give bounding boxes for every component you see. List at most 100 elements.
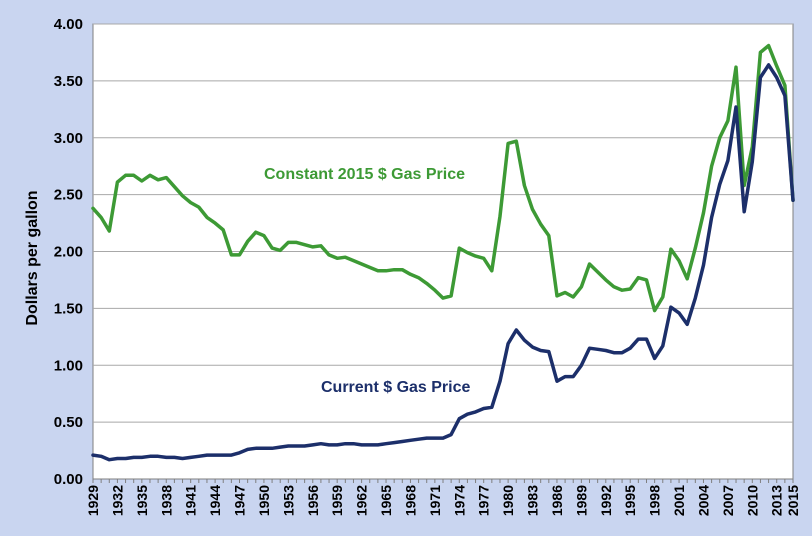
x-tick-label: 1953	[280, 485, 296, 516]
data-point	[198, 455, 200, 457]
data-point	[548, 351, 550, 353]
data-point	[426, 282, 428, 284]
data-point	[768, 64, 770, 66]
data-point	[499, 380, 501, 382]
data-point	[279, 249, 281, 251]
x-tick-label: 1998	[647, 485, 663, 516]
x-tick-label: 2015	[785, 485, 801, 516]
data-point	[304, 445, 306, 447]
data-point	[434, 289, 436, 291]
y-tick-label: 1.50	[54, 300, 83, 317]
data-point	[466, 252, 468, 254]
data-point	[727, 120, 729, 122]
data-point	[776, 65, 778, 67]
data-point	[613, 286, 615, 288]
data-point	[613, 352, 615, 354]
data-point	[507, 142, 509, 144]
data-point	[361, 444, 363, 446]
data-point	[125, 174, 127, 176]
data-point	[629, 288, 631, 290]
data-point	[255, 231, 257, 233]
data-point	[548, 235, 550, 237]
x-tick-label: 1992	[598, 485, 614, 516]
data-point	[198, 206, 200, 208]
data-point	[442, 437, 444, 439]
y-tick-label: 2.50	[54, 187, 83, 204]
data-point	[385, 270, 387, 272]
x-tick-label: 1959	[329, 485, 345, 516]
data-point	[605, 349, 607, 352]
data-point	[336, 257, 338, 259]
data-point	[588, 347, 591, 349]
data-point	[263, 447, 265, 449]
x-tick-label: 1971	[427, 485, 443, 516]
x-tick-label: 2004	[695, 485, 711, 516]
x-tick-label: 1962	[354, 485, 370, 516]
data-point	[580, 286, 583, 288]
data-point	[263, 235, 265, 237]
data-point	[238, 452, 241, 454]
data-point	[141, 180, 143, 182]
data-point	[645, 279, 648, 281]
data-point	[580, 364, 583, 366]
data-point	[515, 329, 517, 331]
data-point	[450, 434, 452, 436]
data-point	[621, 352, 623, 354]
data-point	[686, 323, 688, 325]
data-point	[369, 266, 371, 268]
current-price-label: Current $ Gas Price	[321, 379, 471, 396]
data-point	[556, 295, 558, 297]
data-point	[92, 207, 94, 209]
data-point	[181, 195, 184, 197]
x-tick-label: 1986	[549, 485, 565, 516]
data-point	[247, 448, 249, 450]
data-point	[483, 257, 485, 259]
data-point	[287, 445, 289, 447]
data-point	[214, 222, 216, 224]
data-point	[670, 248, 672, 250]
data-point	[409, 273, 411, 275]
data-point	[141, 456, 143, 458]
data-point	[279, 446, 281, 448]
y-tick-label: 3.00	[54, 130, 83, 147]
data-point	[344, 443, 346, 445]
data-point	[792, 199, 794, 201]
data-point	[100, 455, 102, 457]
data-point	[572, 376, 574, 378]
x-tick-label: 2010	[744, 485, 760, 516]
data-point	[540, 223, 542, 225]
x-tick-label: 1935	[134, 485, 150, 516]
data-point	[629, 347, 631, 349]
data-point	[295, 241, 298, 243]
data-point	[320, 443, 322, 445]
data-point	[165, 456, 167, 458]
data-point	[133, 456, 135, 458]
data-point	[475, 255, 477, 257]
data-point	[719, 137, 721, 139]
data-point	[206, 216, 208, 218]
data-point	[466, 413, 468, 415]
x-tick-label: 1980	[500, 485, 516, 516]
data-point	[352, 260, 355, 262]
x-tick-label: 1995	[622, 485, 638, 516]
data-point	[426, 437, 428, 439]
data-point	[442, 297, 444, 299]
x-tick-label: 2013	[769, 485, 785, 516]
data-point	[743, 211, 745, 213]
data-point	[637, 338, 639, 340]
data-point	[564, 376, 566, 378]
data-point	[523, 339, 526, 341]
x-tick-label: 1938	[158, 485, 174, 516]
data-point	[385, 443, 387, 445]
data-point	[434, 437, 436, 439]
data-point	[694, 297, 696, 299]
data-point	[678, 312, 680, 314]
y-tick-label: 0.50	[54, 414, 83, 431]
data-point	[735, 106, 737, 108]
data-point	[662, 345, 664, 347]
data-point	[540, 349, 542, 352]
gridlines	[93, 23, 793, 423]
x-tick-label: 1983	[525, 485, 541, 516]
